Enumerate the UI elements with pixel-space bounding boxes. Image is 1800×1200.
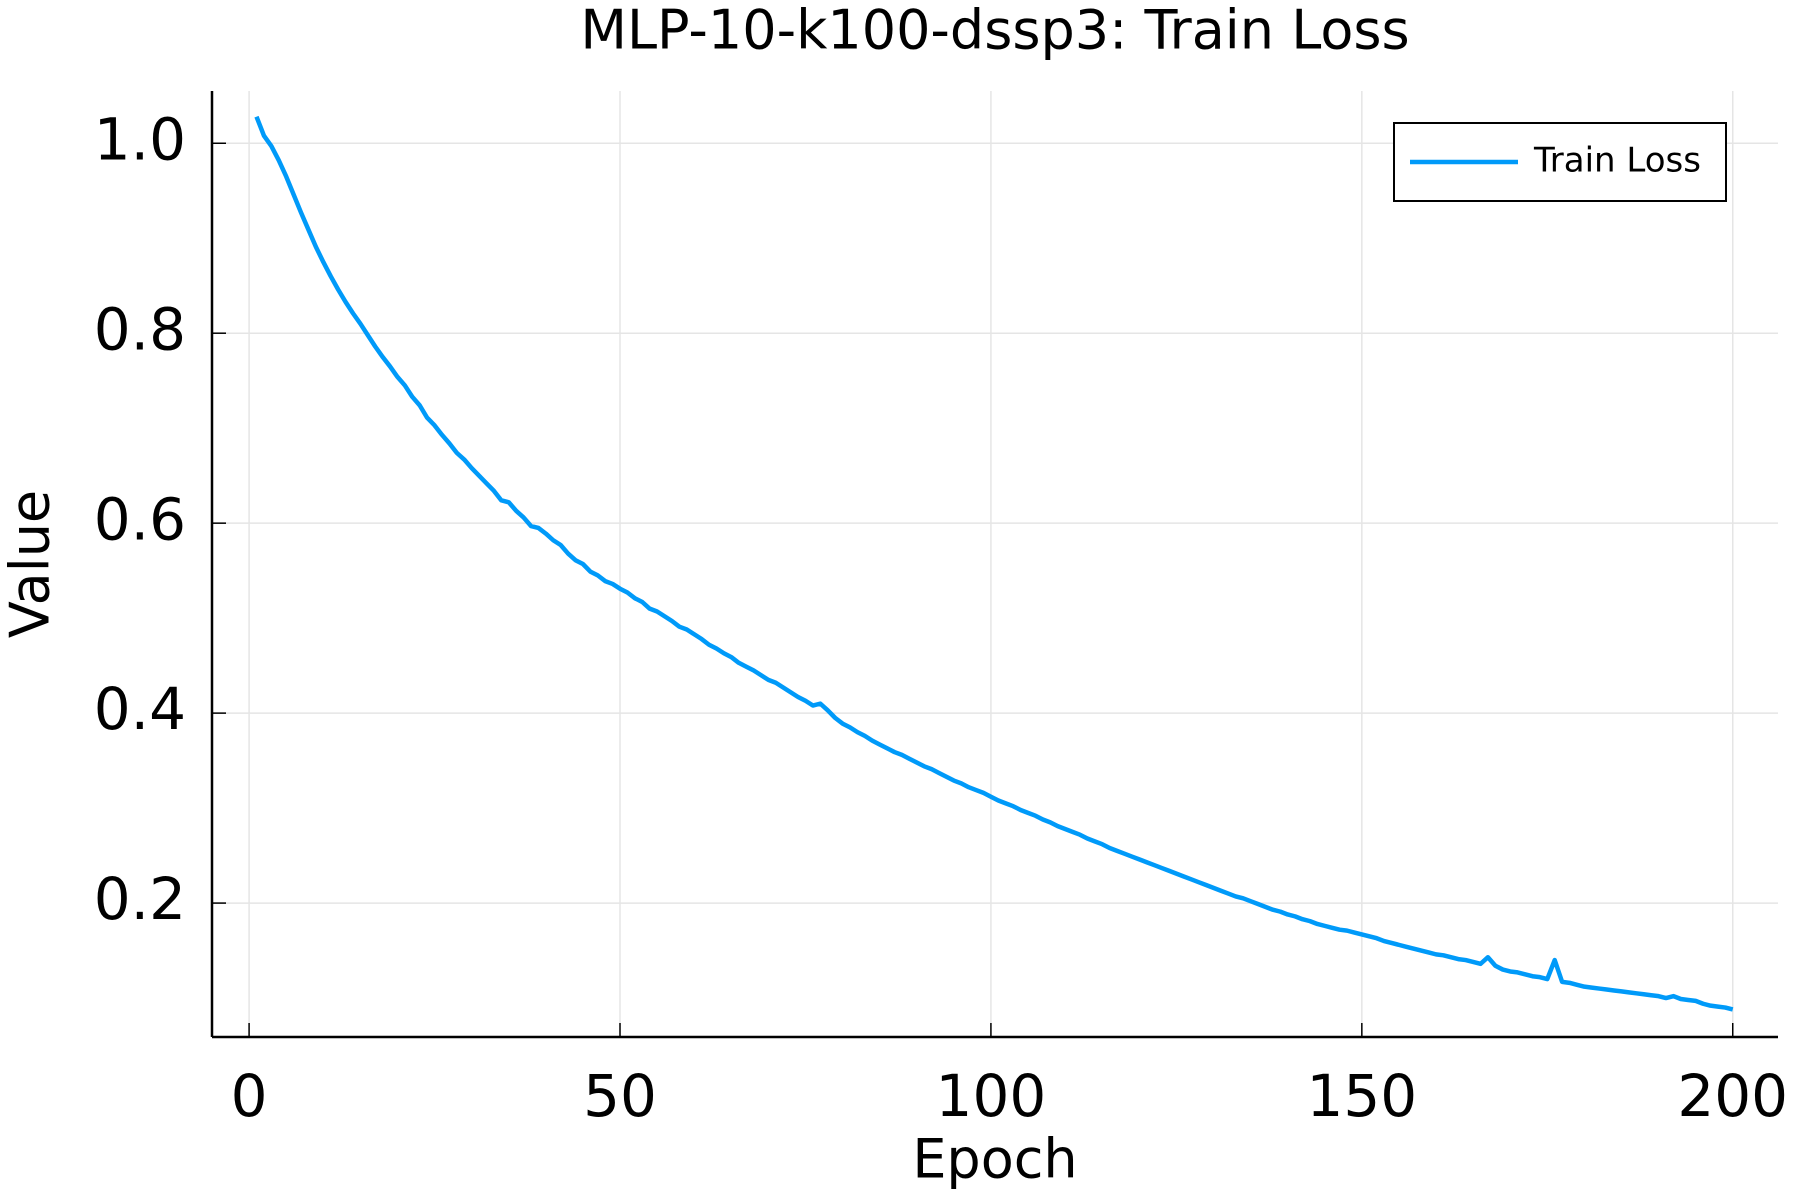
legend-label: Train Loss — [1533, 141, 1701, 181]
x-tick-label: 50 — [583, 1062, 657, 1130]
x-tick-label: 0 — [231, 1062, 268, 1130]
chart-title: MLP-10-k100-dssp3: Train Loss — [580, 0, 1409, 62]
y-tick-label: 0.2 — [94, 865, 186, 933]
x-tick-label: 150 — [1306, 1062, 1417, 1130]
x-axis-label: Epoch — [912, 1128, 1077, 1191]
y-tick-label: 1.0 — [94, 105, 186, 173]
y-tick-label: 0.6 — [94, 485, 186, 553]
data-line — [254, 115, 1734, 1012]
y-tick-label: 0.4 — [94, 675, 186, 743]
y-axis-label: Value — [0, 490, 62, 638]
x-tick-label: 100 — [936, 1062, 1047, 1130]
x-tick-label: 200 — [1677, 1062, 1788, 1130]
y-tick-label: 0.8 — [94, 295, 186, 363]
